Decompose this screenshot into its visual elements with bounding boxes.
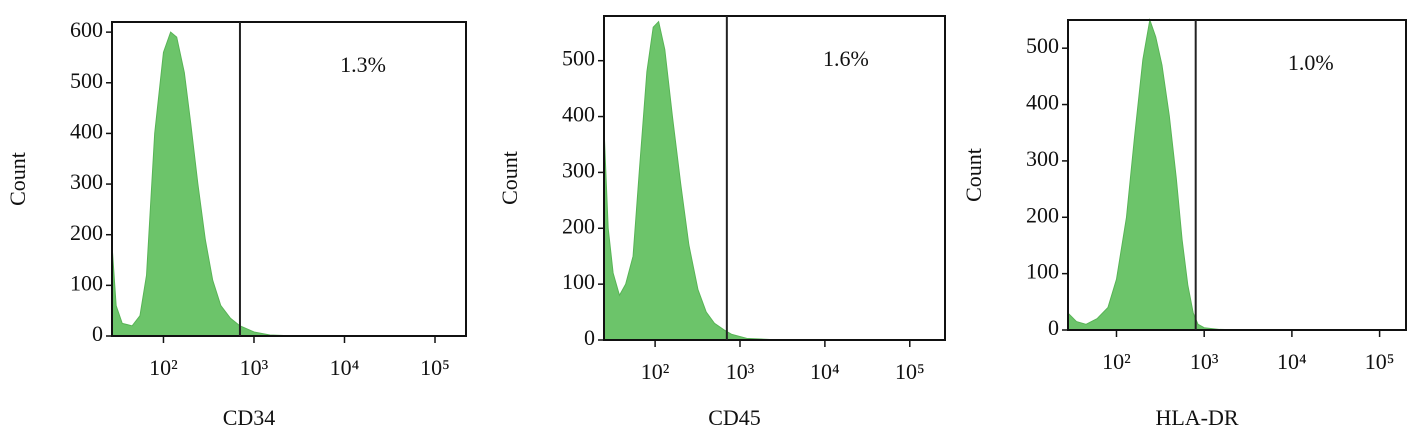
x-tick-label: 10²	[149, 355, 178, 380]
y-tick-label: 0	[1048, 315, 1059, 340]
x-tick-label: 10⁵	[420, 355, 450, 380]
y-tick-label: 300	[1026, 146, 1059, 171]
x-tick-label: 10⁴	[1277, 349, 1307, 374]
annotation: 1.0%	[1288, 50, 1334, 75]
annotation: 1.3%	[340, 52, 386, 77]
y-tick-label: 200	[562, 213, 595, 238]
y-tick-label: 100	[562, 269, 595, 294]
y-tick-label: 200	[70, 220, 103, 245]
histogram-area	[603, 20, 944, 341]
x-axis-label: CD34	[223, 405, 276, 430]
y-tick-label: 500	[562, 46, 595, 71]
x-axis-label: HLA-DR	[1155, 405, 1238, 430]
x-tick-label: 10⁵	[895, 359, 925, 384]
y-tick-label: 0	[92, 321, 103, 346]
y-tick-label: 400	[1026, 90, 1059, 115]
x-tick-label: 10²	[641, 359, 670, 384]
y-tick-label: 600	[70, 17, 103, 42]
y-tick-label: 300	[70, 169, 103, 194]
x-tick-label: 10³	[726, 359, 755, 384]
annotation: 1.6%	[823, 46, 869, 71]
y-axis-label: Count	[5, 152, 30, 206]
plot-frame	[1067, 19, 1407, 331]
y-tick-label: 400	[562, 102, 595, 127]
x-tick-label: 10³	[1190, 349, 1219, 374]
y-tick-label: 100	[1026, 259, 1059, 284]
plot-frame	[603, 15, 946, 341]
plot-frame	[111, 21, 467, 337]
histogram-area	[1067, 18, 1405, 331]
y-tick-label: 100	[70, 270, 103, 295]
histogram-area	[111, 31, 463, 337]
y-axis-label: Count	[961, 148, 986, 202]
x-tick-label: 10²	[1102, 349, 1131, 374]
y-tick-label: 300	[562, 157, 595, 182]
x-tick-label: 10⁴	[330, 355, 360, 380]
x-axis-label: CD45	[708, 405, 761, 430]
y-tick-label: 200	[1026, 202, 1059, 227]
y-axis-label: Count	[497, 151, 522, 205]
x-tick-label: 10⁵	[1365, 349, 1395, 374]
y-tick-label: 500	[1026, 33, 1059, 58]
y-tick-label: 500	[70, 68, 103, 93]
y-tick-label: 0	[584, 325, 595, 350]
y-tick-label: 400	[70, 118, 103, 143]
x-tick-label: 10³	[240, 355, 269, 380]
x-tick-label: 10⁴	[810, 359, 840, 384]
